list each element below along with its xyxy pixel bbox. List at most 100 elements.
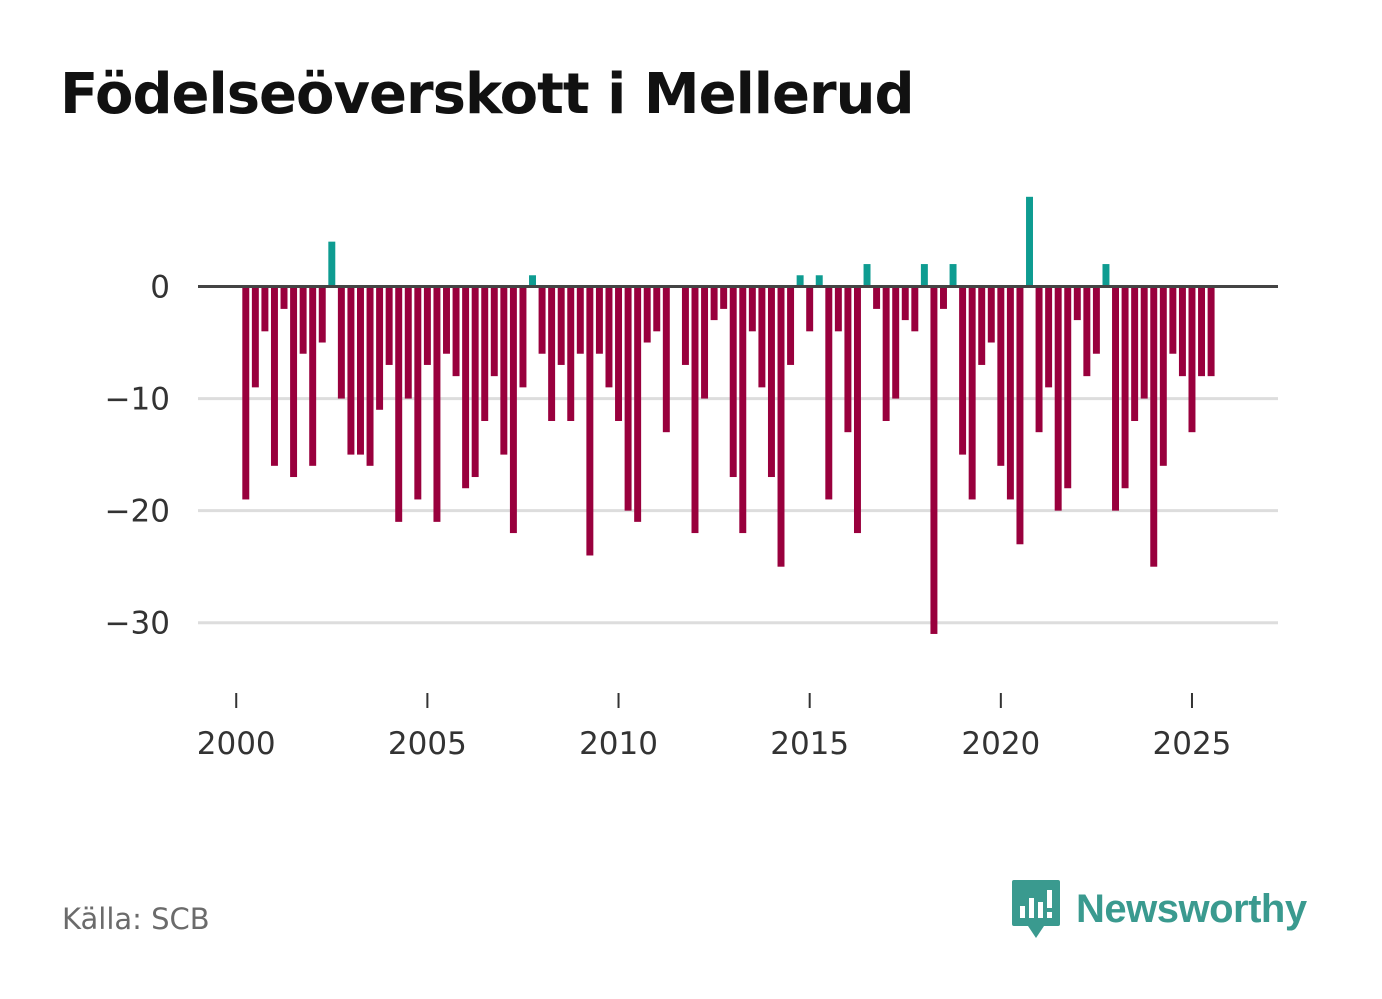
bar: [662, 286, 670, 433]
bar: [882, 286, 890, 421]
bar: [834, 286, 842, 332]
x-axis: 2000 2005 2010 2015 2020 2025: [197, 693, 1232, 762]
newsworthy-logo-icon: [1012, 880, 1060, 938]
x-tick-label: 2005: [388, 726, 467, 762]
bar: [968, 286, 976, 500]
bar: [1178, 286, 1186, 377]
source-note: Källa: SCB: [62, 902, 210, 936]
bar: [490, 286, 498, 377]
bar: [844, 286, 852, 433]
bar: [500, 286, 508, 455]
bar: [1026, 196, 1033, 287]
bar: [280, 286, 288, 309]
bar: [1188, 286, 1196, 433]
bar: [567, 286, 575, 421]
bar: [987, 286, 995, 343]
bar: [758, 286, 766, 388]
bar: [997, 286, 1005, 466]
x-tick-label: 2015: [770, 726, 849, 762]
bar: [376, 286, 384, 410]
bar: [1150, 286, 1158, 567]
x-tick-label: 2010: [579, 726, 658, 762]
bar: [739, 286, 747, 534]
bar: [1169, 286, 1177, 354]
bar: [1121, 286, 1129, 489]
bar: [299, 286, 307, 354]
bar: [1083, 286, 1091, 377]
bar: [624, 286, 632, 511]
y-tick-label: −20: [105, 494, 170, 530]
bars: [242, 196, 1215, 634]
bar: [309, 286, 317, 466]
bar: [423, 286, 431, 365]
bar: [357, 286, 364, 455]
bar: [1112, 286, 1119, 511]
bar: [787, 286, 795, 365]
y-axis-labels: 0 −10 −20 −30: [105, 269, 170, 641]
bar: [366, 286, 374, 466]
brand-logo[interactable]: Newsworthy: [1010, 878, 1307, 940]
bar: [720, 286, 728, 309]
bar: [462, 286, 470, 489]
bar: [414, 286, 422, 500]
chart-title: Födelseöverskott i Mellerud: [60, 62, 915, 127]
bar: [1045, 286, 1053, 388]
bar: [1092, 286, 1100, 354]
bar: [691, 286, 699, 534]
bar: [251, 286, 259, 388]
bar: [557, 286, 565, 365]
bar: [1140, 286, 1148, 399]
bar: [873, 286, 881, 309]
bar: [519, 286, 527, 388]
bar: [920, 264, 928, 287]
bar: [242, 286, 250, 500]
bar: [863, 264, 871, 287]
bar: [892, 286, 900, 399]
bar: [538, 286, 546, 354]
bar: [796, 275, 804, 287]
x-tick-label: 2000: [197, 726, 276, 762]
bar: [710, 286, 718, 321]
bar: [261, 286, 269, 332]
bar: [1102, 264, 1110, 287]
bar: [395, 286, 403, 522]
bar: [806, 286, 814, 332]
bar: [318, 286, 326, 343]
bar: [634, 286, 642, 522]
bar: [959, 286, 967, 455]
bar: [586, 286, 594, 556]
bar: [853, 286, 861, 534]
bar: [347, 286, 355, 455]
bar: [548, 286, 556, 421]
bar: [328, 241, 336, 287]
bar: [978, 286, 986, 365]
bar: [529, 275, 536, 287]
bar: [290, 286, 298, 478]
bar: [337, 286, 345, 399]
bar: [1198, 286, 1206, 377]
y-tick-label: −10: [105, 382, 170, 418]
bar: [605, 286, 613, 388]
bar: [653, 286, 661, 332]
bar: [404, 286, 412, 399]
bar: [1035, 286, 1043, 433]
bar: [777, 286, 785, 567]
bar: [911, 286, 919, 332]
x-tick-label: 2025: [1153, 726, 1232, 762]
bar: [825, 286, 833, 500]
bar: [1207, 286, 1215, 377]
bar: [930, 286, 938, 634]
x-tick-label: 2020: [961, 726, 1040, 762]
bar: [748, 286, 756, 332]
bar: [471, 286, 479, 478]
y-tick-label: −30: [105, 606, 170, 642]
bar: [1131, 286, 1139, 421]
bar: [1073, 286, 1081, 321]
bar: [615, 286, 623, 421]
bar: [452, 286, 460, 377]
bar: [940, 286, 947, 309]
bar: [270, 286, 278, 466]
bar: [576, 286, 584, 354]
bar: [901, 286, 909, 321]
